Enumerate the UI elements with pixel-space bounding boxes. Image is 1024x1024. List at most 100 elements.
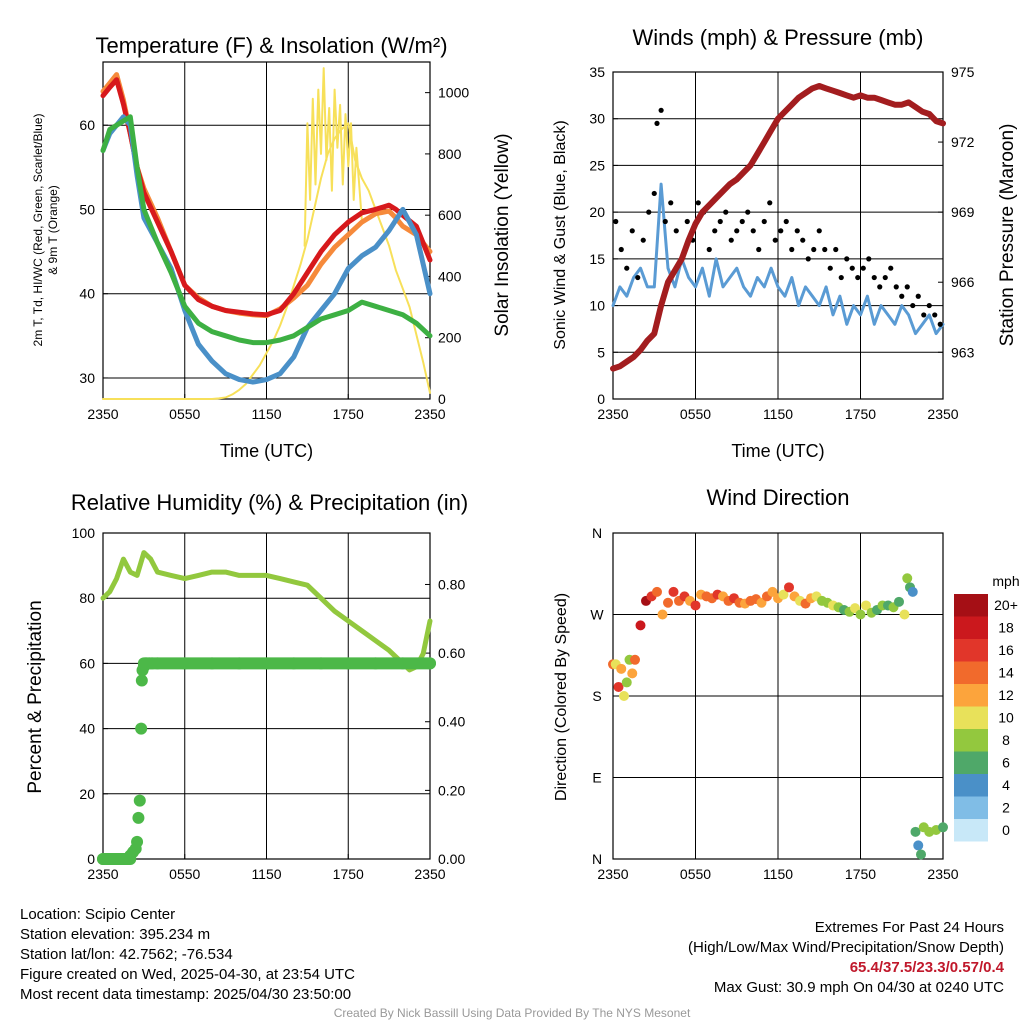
direction-point [652, 586, 662, 597]
y-tick-label-right: 966 [951, 274, 975, 290]
direction-point [855, 609, 866, 620]
legend-title: mph [992, 573, 1019, 589]
gust-point [750, 228, 756, 234]
x-tick-label: 2350 [597, 406, 628, 422]
y-tick-label-right: 963 [951, 344, 975, 360]
x-tick-label: 0550 [169, 406, 200, 422]
legend-label: 10 [998, 710, 1014, 726]
x-tick-label: 1150 [763, 866, 793, 882]
gust-point [739, 218, 745, 225]
gust-point [723, 209, 729, 215]
gust-point [728, 237, 734, 243]
direction-point [938, 822, 948, 833]
legend-swatch [954, 639, 988, 662]
gust-point [684, 218, 690, 225]
gust-point [734, 228, 740, 234]
precip-point [135, 722, 148, 735]
direction-point [613, 681, 624, 692]
direction-point [616, 663, 627, 674]
direction-point [894, 596, 904, 607]
legend-swatch [954, 796, 988, 819]
direction-point [635, 620, 646, 631]
chart-title: Temperature (F) & Insolation (W/m²) [95, 33, 447, 58]
x-tick-label: 0550 [680, 866, 711, 882]
legend-label: 12 [998, 687, 1014, 703]
figure-created: Figure created on Wed, 2025-04-30, at 23… [20, 966, 355, 983]
station-info: Location: Scipio Center Station elevatio… [20, 905, 355, 1005]
y-axis-label: Sonic Wind & Gust (Blue, Black) [552, 120, 569, 349]
station-location: Location: Scipio Center [20, 906, 176, 923]
gust-point [893, 284, 899, 290]
legend-swatch [954, 706, 988, 729]
y-tick-label-right: 0.00 [438, 851, 465, 867]
y-tick-label-right: 600 [438, 207, 462, 223]
gust-point [695, 200, 701, 206]
precip-point [132, 811, 145, 824]
gust-point [877, 284, 883, 290]
y-tick-label-right: 0.20 [438, 782, 465, 798]
y-tick-label-right: 0.80 [438, 576, 465, 592]
y-tick-label: 60 [79, 655, 95, 671]
gust-point [778, 228, 784, 234]
x-tick-label: 2350 [87, 866, 118, 882]
direction-point [902, 573, 913, 584]
y-tick-label: 15 [589, 251, 605, 267]
gust-point [668, 200, 674, 206]
wind-line [611, 182, 945, 336]
legend-label: 20+ [994, 597, 1018, 613]
gust-point [635, 274, 641, 281]
y-tick-label: W [590, 607, 604, 623]
chart-title: Winds (mph) & Pressure (mb) [633, 25, 924, 50]
legend-label: 16 [998, 642, 1014, 658]
gust-point [816, 228, 822, 234]
y-tick-label-right: 0 [438, 391, 446, 407]
y-axis-label: Percent & Precipitation [25, 600, 46, 793]
y-tick-label: 5 [597, 344, 605, 360]
gust-point [849, 265, 855, 271]
gust-point [706, 246, 712, 253]
gust-point [833, 246, 839, 253]
y-tick-label: N [592, 851, 602, 867]
y-tick-label-right: 0.40 [438, 714, 465, 730]
legend-label: 6 [1002, 755, 1010, 771]
plot-frame [102, 61, 431, 400]
x-tick-label: 1150 [251, 866, 281, 882]
pressure-line [610, 83, 946, 372]
gust-point [640, 237, 646, 243]
chart-title: Relative Humidity (%) & Precipitation (i… [71, 490, 468, 515]
y-tick-label: 30 [589, 111, 605, 127]
gust-point [794, 228, 800, 234]
y-tick-label: 20 [79, 786, 95, 802]
legend-swatch [954, 616, 988, 639]
legend-swatch [954, 729, 988, 752]
gust-point [838, 274, 844, 281]
y-tick-label: 0 [597, 391, 605, 407]
y-tick-label-right: 0.60 [438, 645, 465, 661]
station-latlon: Station lat/lon: 42.7562; -76.534 [20, 946, 233, 963]
y-axis-label: 2m T, Td, HI/WC (Red, Green, Scarlet/Blu… [31, 114, 45, 347]
y-tick-label: 60 [79, 117, 95, 133]
y-tick-label: 100 [72, 525, 96, 541]
direction-point [910, 826, 921, 837]
gust-point [855, 274, 861, 281]
extremes-subtitle: (High/Low/Max Wind/Precipitation/Snow De… [688, 939, 1004, 956]
y-tick-label: E [592, 770, 601, 786]
x-tick-label: 1150 [763, 406, 793, 422]
gust-point [761, 218, 767, 225]
direction-point [899, 609, 910, 620]
gust-point [772, 237, 778, 243]
y-tick-label: 30 [79, 370, 95, 386]
gust-point [712, 228, 718, 234]
direction-point [619, 691, 629, 701]
precip-point [135, 674, 148, 687]
gust-point [805, 256, 811, 262]
gust-point [904, 284, 910, 290]
credit-line: Created By Nick Bassill Using Data Provi… [333, 1006, 691, 1020]
direction-point [657, 609, 668, 620]
gust-point [860, 265, 866, 271]
direction-point [668, 586, 679, 597]
legend-swatch [954, 661, 988, 684]
x-axis-label: Time (UTC) [220, 441, 313, 461]
gust-point [618, 246, 624, 253]
